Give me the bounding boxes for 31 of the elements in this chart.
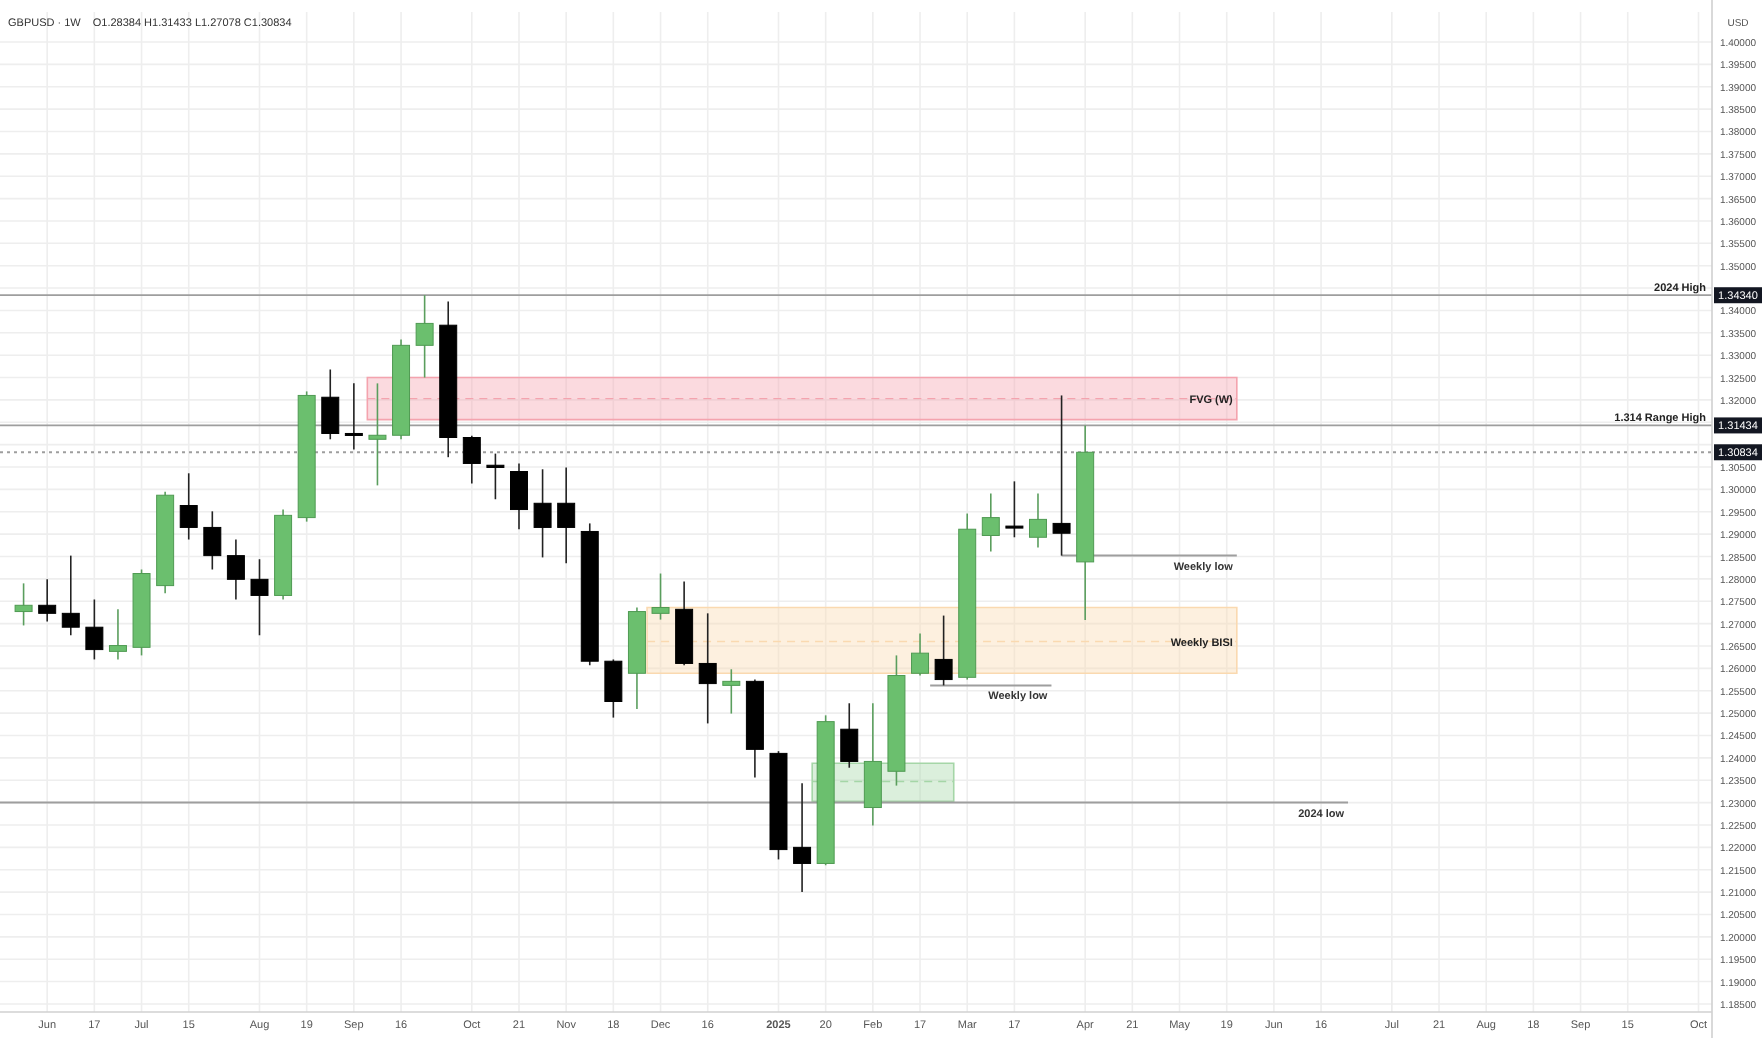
candlestick bbox=[911, 632, 930, 677]
candlestick bbox=[250, 558, 269, 637]
candlestick bbox=[415, 294, 434, 379]
candlestick bbox=[533, 468, 552, 559]
candlestick bbox=[698, 612, 717, 725]
candlestick bbox=[1052, 394, 1071, 557]
candlestick bbox=[38, 578, 57, 623]
candlestick bbox=[1028, 492, 1047, 549]
candlestick bbox=[1005, 480, 1024, 539]
candlestick bbox=[203, 510, 222, 571]
candlestick bbox=[486, 452, 505, 501]
candlestick bbox=[321, 368, 340, 441]
candlestick bbox=[981, 492, 1000, 553]
candlestick bbox=[722, 668, 741, 715]
candlestick bbox=[85, 598, 104, 661]
candlestick bbox=[14, 582, 33, 627]
candlestick bbox=[226, 538, 245, 601]
candlestick bbox=[840, 702, 859, 769]
candlestick bbox=[651, 572, 670, 621]
candlestick bbox=[61, 554, 80, 637]
candlestick bbox=[368, 382, 387, 487]
candlestick bbox=[604, 658, 623, 719]
candlestick bbox=[863, 702, 882, 827]
candlestick bbox=[344, 382, 363, 451]
candlestick bbox=[108, 608, 127, 661]
candlestick bbox=[934, 614, 953, 687]
candlestick bbox=[557, 466, 576, 565]
candlestick bbox=[179, 472, 198, 541]
candlestick bbox=[793, 782, 812, 893]
candlestick bbox=[462, 434, 481, 485]
candlestick bbox=[510, 462, 528, 531]
